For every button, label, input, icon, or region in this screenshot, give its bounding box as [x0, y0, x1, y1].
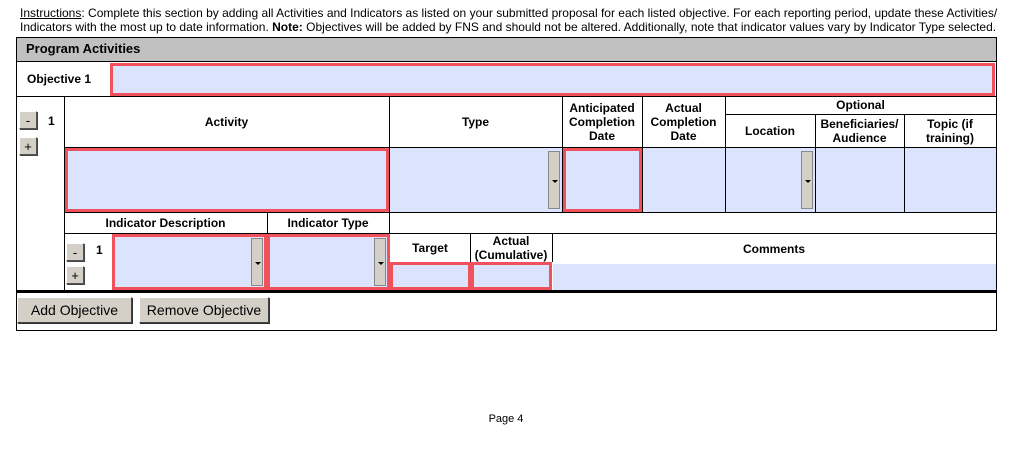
location-select[interactable]	[726, 148, 815, 212]
indicator-type-header: Indicator Type	[287, 216, 369, 230]
add-activity-button[interactable]: +	[19, 137, 37, 155]
beneficiaries-header: Beneficiaries/ Audience	[820, 117, 899, 145]
comments-header: Comments	[742, 242, 805, 256]
divider	[16, 330, 997, 331]
instructions-note: Objectives will be added by FNS and shou…	[302, 20, 997, 34]
objective-field[interactable]	[110, 63, 995, 96]
dropdown-arrow-icon[interactable]	[801, 151, 813, 209]
instructions: Instructions: Complete this section by a…	[20, 6, 1000, 34]
indicator-type-select[interactable]	[267, 234, 390, 290]
anticipated-date-header: Anticipated Completion Date	[569, 101, 635, 143]
objective-label: Objective 1	[27, 72, 92, 86]
divider	[904, 114, 905, 212]
divider	[552, 234, 553, 262]
activity-number: 1	[48, 114, 55, 128]
add-indicator-button[interactable]: +	[66, 266, 84, 284]
remove-objective-button[interactable]: Remove Objective	[139, 297, 269, 323]
divider	[389, 96, 390, 212]
divider	[64, 96, 65, 290]
divider	[725, 96, 726, 212]
topic-field[interactable]	[905, 148, 996, 212]
divider	[815, 114, 816, 212]
divider	[562, 96, 563, 212]
dropdown-arrow-icon[interactable]	[548, 151, 560, 209]
actual-date-field[interactable]	[643, 148, 725, 212]
location-header: Location	[745, 124, 795, 138]
target-field[interactable]	[390, 262, 471, 290]
add-objective-button[interactable]: Add Objective	[17, 297, 132, 323]
instructions-label: Instructions	[20, 6, 82, 20]
remove-indicator-button[interactable]: -	[66, 243, 84, 261]
type-header: Type	[461, 115, 490, 129]
section-title: Program Activities	[16, 37, 997, 62]
topic-header: Topic (if training)	[926, 117, 974, 145]
left-border	[16, 61, 17, 331]
divider	[64, 233, 996, 234]
indicator-description-header: Indicator Description	[105, 216, 226, 230]
activity-field[interactable]	[65, 148, 389, 212]
actual-date-header: Actual Completion Date	[650, 101, 717, 143]
divider	[470, 234, 471, 262]
dropdown-arrow-icon[interactable]	[374, 238, 386, 286]
indicator-number: 1	[96, 243, 103, 257]
instructions-text: : Complete this section by adding all Ac…	[20, 6, 998, 34]
beneficiaries-field[interactable]	[816, 148, 904, 212]
type-select[interactable]	[390, 148, 562, 212]
indicator-description-select[interactable]	[112, 234, 267, 290]
note-label: Note:	[272, 20, 303, 34]
divider	[16, 290, 997, 293]
divider	[64, 147, 996, 148]
page-number: Page 4	[488, 413, 524, 425]
anticipated-date-field[interactable]	[563, 148, 642, 212]
divider	[267, 212, 268, 234]
activity-header: Activity	[204, 115, 249, 129]
divider	[389, 212, 390, 234]
remove-activity-button[interactable]: -	[19, 111, 37, 129]
divider	[64, 212, 996, 213]
comments-field[interactable]	[553, 264, 996, 290]
actual-cumulative-field[interactable]	[471, 262, 552, 290]
optional-header: Optional	[836, 98, 885, 112]
divider	[725, 114, 996, 115]
right-border	[996, 61, 997, 331]
actual-cumulative-header: Actual (Cumulative)	[474, 234, 548, 262]
dropdown-arrow-icon[interactable]	[251, 238, 263, 286]
divider	[16, 96, 997, 97]
divider	[642, 96, 643, 212]
target-header: Target	[412, 241, 448, 255]
